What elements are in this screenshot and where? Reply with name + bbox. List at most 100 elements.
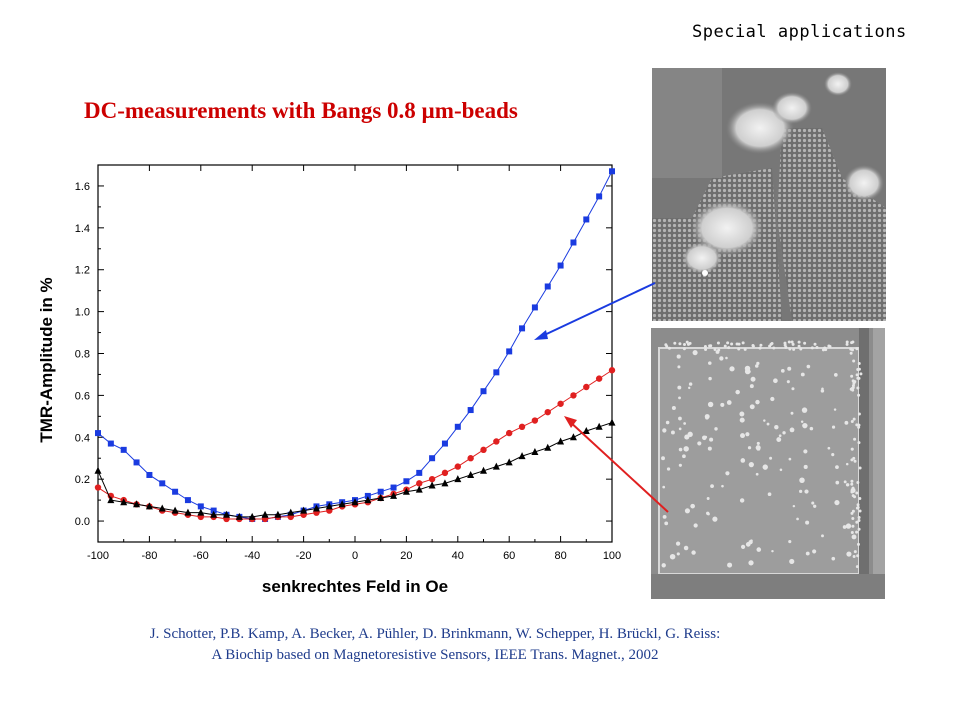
data-point [300,506,308,514]
data-point [338,500,346,508]
data-point [184,497,191,504]
data-point [364,496,372,504]
data-point [429,455,436,462]
data-point [197,508,205,516]
y-tick-label: 0.6 [75,390,90,402]
data-point [158,504,166,512]
data-point [377,488,384,495]
data-point [544,408,551,416]
data-point [493,438,500,445]
series-0 [95,168,615,522]
data-point [235,512,243,520]
data-point [403,478,410,485]
data-point [506,429,513,437]
data-point [390,484,397,491]
data-point [531,447,539,455]
data-point [467,407,474,414]
y-tick-label: 1.6 [75,181,90,193]
y-axis-label: TMR-Amplitude in % [37,277,56,442]
data-point [287,508,295,516]
data-point [454,423,461,430]
data-point [351,498,359,506]
data-point [377,494,385,502]
data-point [94,466,102,474]
data-point [120,498,128,506]
data-point [596,193,603,200]
data-point [210,507,217,514]
data-point [506,348,513,355]
y-tick-label: 0.2 [75,474,90,486]
y-tick-label: 1.2 [75,265,90,277]
y-tick-label: 0.4 [75,432,90,444]
slide-title: DC-measurements with Bangs 0.8 µm-beads [84,98,518,123]
data-point [441,440,448,447]
x-tick-label: 100 [603,550,621,562]
data-point [557,437,565,445]
data-point [518,423,526,431]
data-point [583,216,590,223]
data-point [364,492,371,499]
x-tick-label: -60 [193,550,209,562]
section-label: Special applications [692,22,907,42]
data-point [531,417,539,424]
data-point [544,283,551,290]
tmr-chart: -100 -80 -60 -40 -20 0 20 40 60 80 100 0.0 0.2 0.4 0.6… [37,164,621,596]
data-point [492,462,500,470]
data-point [248,512,256,520]
data-point [210,510,218,518]
y-tick-label: 1.0 [75,307,90,319]
data-point [223,510,230,518]
data-point [415,485,423,493]
data-point [519,325,526,332]
x-tick-label: -40 [244,550,260,562]
data-point [428,481,436,489]
axis-tick-labels: -100 -80 -60 -40 -20 0 20 40 60 80 100 0.0 0.2 0.4 0.6… [75,181,621,562]
data-point [94,484,102,491]
x-tick-label: 40 [452,550,464,562]
data-point [441,479,449,487]
data-point [570,239,577,246]
series-line [97,171,613,520]
data-point [583,383,590,391]
data-point [107,496,115,504]
plot-frame [97,164,613,543]
x-tick-label: -80 [141,550,157,562]
micrograph-top [652,68,886,321]
data-point [171,506,179,514]
data-point [467,470,475,478]
data-point [107,440,114,447]
data-point [402,487,410,495]
data-point [441,469,449,477]
data-point [518,452,526,460]
x-tick-label: 60 [503,550,515,562]
data-point [505,458,513,466]
citation-authors: J. Schotter, P.B. Kamp, A. Becker, A. Pü… [149,626,721,642]
data-point [390,491,398,499]
series-line [97,369,613,520]
y-tick-label: 0.8 [75,349,90,361]
x-tick-label: -20 [296,550,312,562]
micrograph-bottom [651,328,885,599]
data-point [133,459,140,466]
data-point [145,502,153,510]
citation-reference: A Biochip based on Magnetoresistive Sens… [211,647,659,663]
data-point [454,463,461,470]
x-tick-label: 80 [554,550,566,562]
x-tick-label: -100 [87,550,109,562]
data-point [197,503,204,510]
y-tick-label: 1.4 [75,223,90,235]
data-point [133,500,141,508]
data-point [454,475,462,483]
data-point [480,388,487,395]
series-2 [94,418,616,520]
data-point [184,508,192,516]
series-layer [94,168,616,523]
data-point [480,446,487,454]
axis-ticks [97,164,613,542]
data-point [428,475,436,483]
data-point [274,510,282,518]
data-point [608,418,616,426]
data-point [120,446,127,453]
data-point [557,262,564,269]
x-axis-label: senkrechtes Feld in Oe [262,577,448,596]
